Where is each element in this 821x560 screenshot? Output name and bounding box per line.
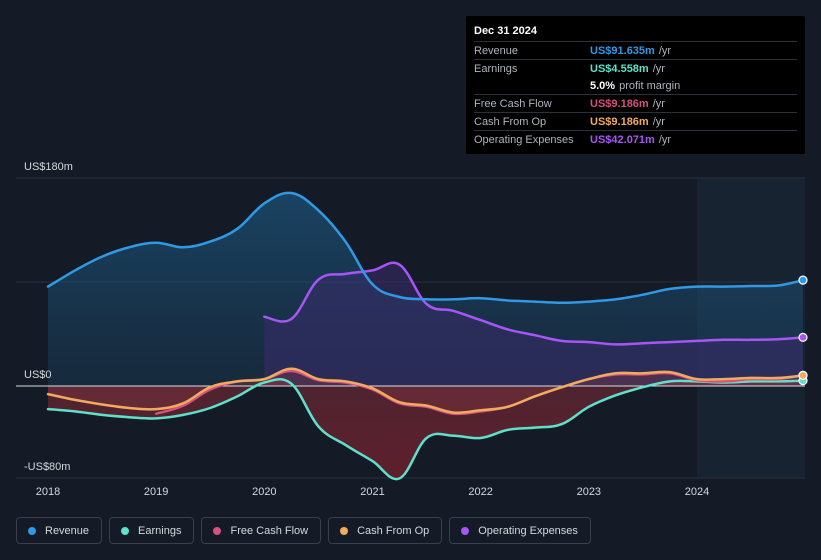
legend-item-earnings[interactable]: Earnings bbox=[109, 517, 195, 544]
tooltip-row-label: Free Cash Flow bbox=[474, 97, 552, 110]
tooltip-row-label: Earnings bbox=[474, 62, 518, 75]
legend-label: Earnings bbox=[138, 524, 182, 537]
x-tick-label: 2020 bbox=[252, 486, 276, 498]
tooltip-row-unit: /yr bbox=[652, 115, 665, 128]
tooltip-row: Revenue US$91.635m/yr bbox=[474, 41, 797, 59]
x-tick-label: 2018 bbox=[36, 486, 60, 498]
legend-dot-icon bbox=[213, 526, 222, 535]
operating-expenses-area bbox=[264, 262, 803, 386]
legend: Revenue Earnings Free Cash Flow Cash From O… bbox=[16, 517, 591, 546]
tooltip-date: Dec 31 2024 bbox=[474, 25, 537, 37]
tooltip-row-unit: profit margin bbox=[619, 79, 681, 92]
legend-label: Revenue bbox=[45, 524, 90, 537]
tooltip-row-unit: /yr bbox=[658, 133, 672, 146]
cash-from-op-end-marker[interactable] bbox=[798, 370, 808, 380]
x-tick-label: 2022 bbox=[468, 486, 492, 498]
tooltip-row: Earnings US$4.558m/yr bbox=[474, 59, 797, 77]
x-tick-label: 2021 bbox=[360, 486, 384, 498]
x-tick-label: 2023 bbox=[577, 486, 601, 498]
tooltip-row-value: US$9.186m bbox=[590, 115, 649, 128]
legend-item-cash-from-op[interactable]: Cash From Op bbox=[328, 517, 443, 544]
tooltip-row-value: US$4.558m bbox=[590, 62, 649, 75]
tooltip-row-label: Revenue bbox=[474, 44, 519, 57]
legend-dot-icon bbox=[28, 526, 36, 535]
tooltip-row-unit: /yr bbox=[652, 62, 665, 75]
tooltip-row: 5.0% profit margin bbox=[474, 77, 797, 94]
y-axis-label: US$0 bbox=[24, 369, 52, 381]
legend-item-revenue[interactable]: Revenue bbox=[16, 517, 103, 544]
tooltip-row-unit: /yr bbox=[658, 44, 672, 57]
cash-from-op-line bbox=[46, 367, 805, 415]
legend-item-operating-expenses[interactable]: Operating Expenses bbox=[449, 517, 591, 544]
tooltip-row-label: Cash From Op bbox=[474, 115, 547, 128]
legend-label: Operating Expenses bbox=[478, 524, 578, 537]
y-axis-label: US$180m bbox=[24, 161, 73, 173]
legend-dot-icon bbox=[121, 526, 130, 535]
x-tick-label: 2024 bbox=[685, 486, 709, 498]
tooltip: Dec 31 2024 Revenue US$91.635m/yr Earnings… bbox=[466, 16, 805, 154]
legend-item-free-cash-flow[interactable]: Free Cash Flow bbox=[201, 517, 322, 544]
tooltip-row: Operating Expenses US$42.071m/yr bbox=[474, 130, 797, 148]
tooltip-row-value: US$9.186m bbox=[590, 97, 649, 110]
earnings-line bbox=[46, 377, 805, 481]
earnings-area bbox=[48, 379, 803, 480]
legend-dot-icon bbox=[340, 526, 349, 535]
legend-label: Cash From Op bbox=[357, 524, 430, 537]
tooltip-row-value: US$42.071m bbox=[590, 133, 655, 146]
tooltip-row-value: 5.0% bbox=[590, 79, 616, 92]
operating-expenses-end-marker[interactable] bbox=[798, 332, 808, 342]
tooltip-row: Cash From Op US$9.186m/yr bbox=[474, 112, 797, 130]
legend-label: Free Cash Flow bbox=[230, 524, 309, 537]
legend-dot-icon bbox=[461, 526, 470, 535]
tooltip-row-label: Operating Expenses bbox=[474, 133, 574, 146]
cash-from-op-area bbox=[48, 368, 803, 413]
tooltip-row-unit: /yr bbox=[652, 97, 665, 110]
revenue-end-marker[interactable] bbox=[798, 275, 808, 285]
revenue-line bbox=[46, 191, 805, 305]
tooltip-row-value: US$91.635m bbox=[590, 44, 655, 57]
revenue-area bbox=[48, 192, 803, 386]
tooltip-row: Free Cash Flow US$9.186m/yr bbox=[474, 94, 797, 112]
x-tick-label: 2019 bbox=[144, 486, 168, 498]
operating-expenses-line bbox=[263, 261, 805, 346]
y-axis-label: -US$80m bbox=[24, 461, 70, 473]
